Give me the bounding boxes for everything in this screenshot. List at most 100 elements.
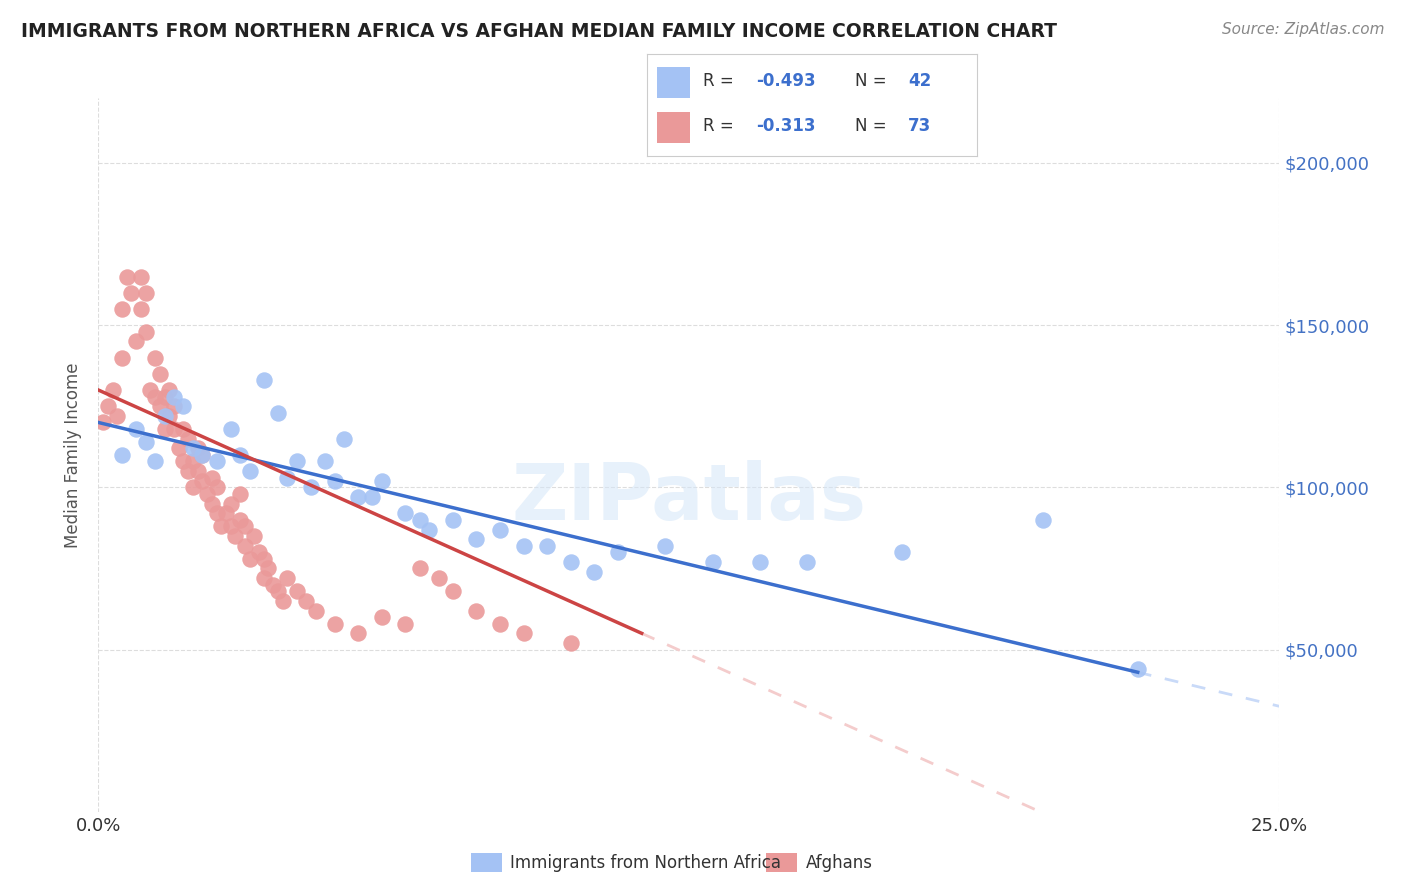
Point bbox=[1126, 662, 1149, 676]
Point bbox=[135, 285, 157, 300]
Point bbox=[333, 432, 356, 446]
Point bbox=[172, 399, 194, 413]
Point bbox=[323, 474, 346, 488]
Point bbox=[111, 301, 134, 316]
Point bbox=[489, 523, 512, 537]
Point bbox=[233, 539, 256, 553]
Point bbox=[408, 561, 430, 575]
Text: Immigrants from Northern Africa: Immigrants from Northern Africa bbox=[510, 854, 782, 871]
Text: 42: 42 bbox=[908, 72, 931, 90]
Point bbox=[172, 454, 194, 468]
Point bbox=[219, 497, 242, 511]
Point bbox=[115, 269, 138, 284]
Point bbox=[299, 480, 322, 494]
Point bbox=[890, 545, 912, 559]
Point bbox=[125, 422, 148, 436]
Point bbox=[229, 513, 252, 527]
Point bbox=[91, 416, 114, 430]
Point bbox=[243, 529, 266, 543]
Point bbox=[1032, 513, 1054, 527]
Point bbox=[153, 422, 176, 436]
Point bbox=[229, 448, 252, 462]
Point bbox=[181, 442, 204, 456]
Point bbox=[233, 519, 256, 533]
Point bbox=[97, 399, 120, 413]
Point bbox=[224, 529, 246, 543]
Point bbox=[229, 487, 252, 501]
Point bbox=[276, 470, 298, 484]
Text: R =: R = bbox=[703, 118, 740, 136]
Text: R =: R = bbox=[703, 72, 740, 90]
Point bbox=[512, 539, 534, 553]
Point bbox=[748, 555, 770, 569]
Point bbox=[583, 565, 606, 579]
Point bbox=[163, 399, 186, 413]
Point bbox=[441, 513, 464, 527]
Point bbox=[209, 519, 232, 533]
Text: -0.493: -0.493 bbox=[756, 72, 815, 90]
Point bbox=[205, 454, 228, 468]
Point bbox=[512, 626, 534, 640]
Point bbox=[129, 301, 152, 316]
Point bbox=[201, 470, 224, 484]
Point bbox=[371, 474, 394, 488]
Point bbox=[239, 551, 262, 566]
Point bbox=[271, 594, 294, 608]
Point bbox=[201, 497, 224, 511]
Point bbox=[285, 584, 308, 599]
Point bbox=[139, 383, 162, 397]
Point bbox=[163, 390, 186, 404]
Point bbox=[276, 571, 298, 585]
Point bbox=[111, 351, 134, 365]
Point bbox=[191, 448, 214, 462]
Point bbox=[181, 454, 204, 468]
Point bbox=[347, 490, 370, 504]
Point bbox=[153, 390, 176, 404]
Point bbox=[560, 636, 582, 650]
Point bbox=[191, 448, 214, 462]
Point bbox=[239, 464, 262, 478]
Point bbox=[219, 422, 242, 436]
Point bbox=[111, 448, 134, 462]
Point bbox=[394, 506, 416, 520]
Point bbox=[560, 555, 582, 569]
Bar bbox=[657, 112, 690, 143]
Point bbox=[247, 545, 270, 559]
Y-axis label: Median Family Income: Median Family Income bbox=[65, 362, 83, 548]
Point bbox=[285, 454, 308, 468]
Point bbox=[163, 422, 186, 436]
Point bbox=[702, 555, 724, 569]
Point bbox=[167, 442, 190, 456]
Point bbox=[177, 464, 200, 478]
Point bbox=[143, 390, 166, 404]
Point bbox=[253, 373, 276, 387]
Point bbox=[215, 506, 238, 520]
Point bbox=[205, 480, 228, 494]
Point bbox=[465, 533, 488, 547]
Point bbox=[394, 616, 416, 631]
Point bbox=[191, 474, 214, 488]
Point bbox=[654, 539, 676, 553]
Point bbox=[135, 434, 157, 449]
Point bbox=[195, 487, 218, 501]
Text: -0.313: -0.313 bbox=[756, 118, 815, 136]
Text: Source: ZipAtlas.com: Source: ZipAtlas.com bbox=[1222, 22, 1385, 37]
Point bbox=[607, 545, 630, 559]
Point bbox=[143, 351, 166, 365]
Point bbox=[408, 513, 430, 527]
Point bbox=[465, 604, 488, 618]
Point bbox=[157, 383, 180, 397]
Point bbox=[267, 584, 290, 599]
Point bbox=[427, 571, 450, 585]
Point bbox=[157, 409, 180, 423]
Point bbox=[361, 490, 384, 504]
Point bbox=[187, 442, 209, 456]
Point bbox=[149, 367, 172, 381]
Text: N =: N = bbox=[855, 118, 891, 136]
Point bbox=[105, 409, 128, 423]
Point bbox=[796, 555, 818, 569]
Point bbox=[536, 539, 558, 553]
Text: IMMIGRANTS FROM NORTHERN AFRICA VS AFGHAN MEDIAN FAMILY INCOME CORRELATION CHART: IMMIGRANTS FROM NORTHERN AFRICA VS AFGHA… bbox=[21, 22, 1057, 41]
Text: 73: 73 bbox=[908, 118, 931, 136]
Point bbox=[129, 269, 152, 284]
